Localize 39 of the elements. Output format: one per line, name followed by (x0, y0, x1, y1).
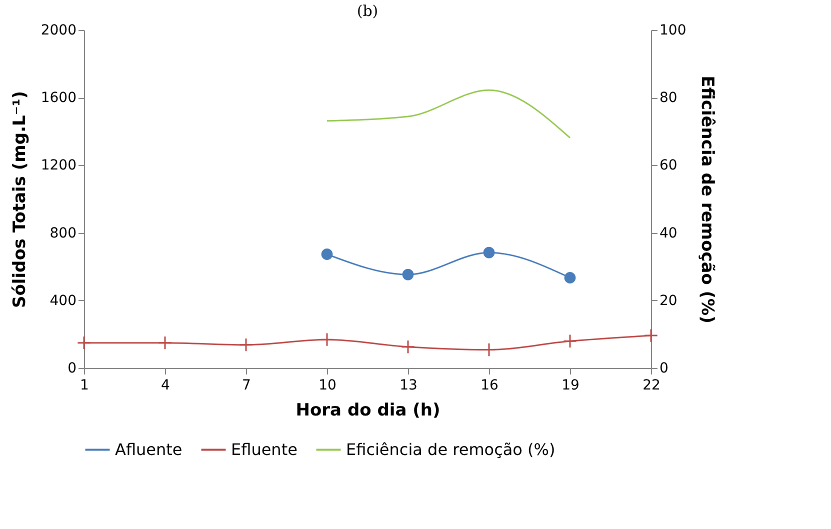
line-series (326, 89, 571, 139)
point (644, 328, 658, 343)
point (564, 272, 576, 284)
point (400, 340, 416, 354)
y2-tick-label: 40 (660, 225, 678, 242)
x-tick-label: 7 (242, 378, 251, 394)
x-tick-label: 1 (80, 378, 89, 394)
point (320, 332, 334, 347)
x-tick-label: 22 (642, 378, 660, 394)
y-axis-title: Sólidos Totais (mg.L⁻¹) (10, 90, 30, 308)
legend-label: Efluente (231, 440, 298, 459)
x-tick-label: 10 (318, 378, 336, 394)
point (402, 268, 414, 280)
y2-axis-title: Eficiência de remoção (%) (697, 76, 718, 324)
point (238, 338, 254, 352)
x-tick-label: 16 (480, 378, 498, 394)
x-tick-label: 4 (161, 378, 170, 394)
y2-tick-label: 80 (660, 90, 678, 106)
y-tick-label: 1600 (40, 90, 76, 106)
y-tick-label: 1200 (40, 158, 76, 174)
x-tick-label: 13 (400, 378, 418, 394)
y2-tick-label: 60 (660, 158, 678, 174)
y2-tick-label: 20 (660, 292, 678, 309)
y2-tick-label: 0 (660, 360, 668, 376)
point (562, 334, 578, 348)
x-axis-title: Hora do dia (h) (296, 400, 440, 420)
legend-label: Eficiência de remoção (%) (346, 440, 556, 459)
point (76, 336, 92, 350)
y-tick-label: 400 (50, 292, 76, 309)
legend-label: Afluente (115, 440, 182, 459)
y2-tick-label: 100 (660, 22, 686, 38)
point (321, 248, 333, 260)
chart-title: (b) (356, 2, 378, 20)
y-tick-label: 2000 (40, 22, 76, 38)
point (158, 336, 172, 350)
y-tick-label: 0 (68, 360, 76, 376)
y-tick-label: 800 (50, 225, 76, 242)
x-tick-label: 19 (562, 378, 580, 394)
point (483, 246, 495, 258)
